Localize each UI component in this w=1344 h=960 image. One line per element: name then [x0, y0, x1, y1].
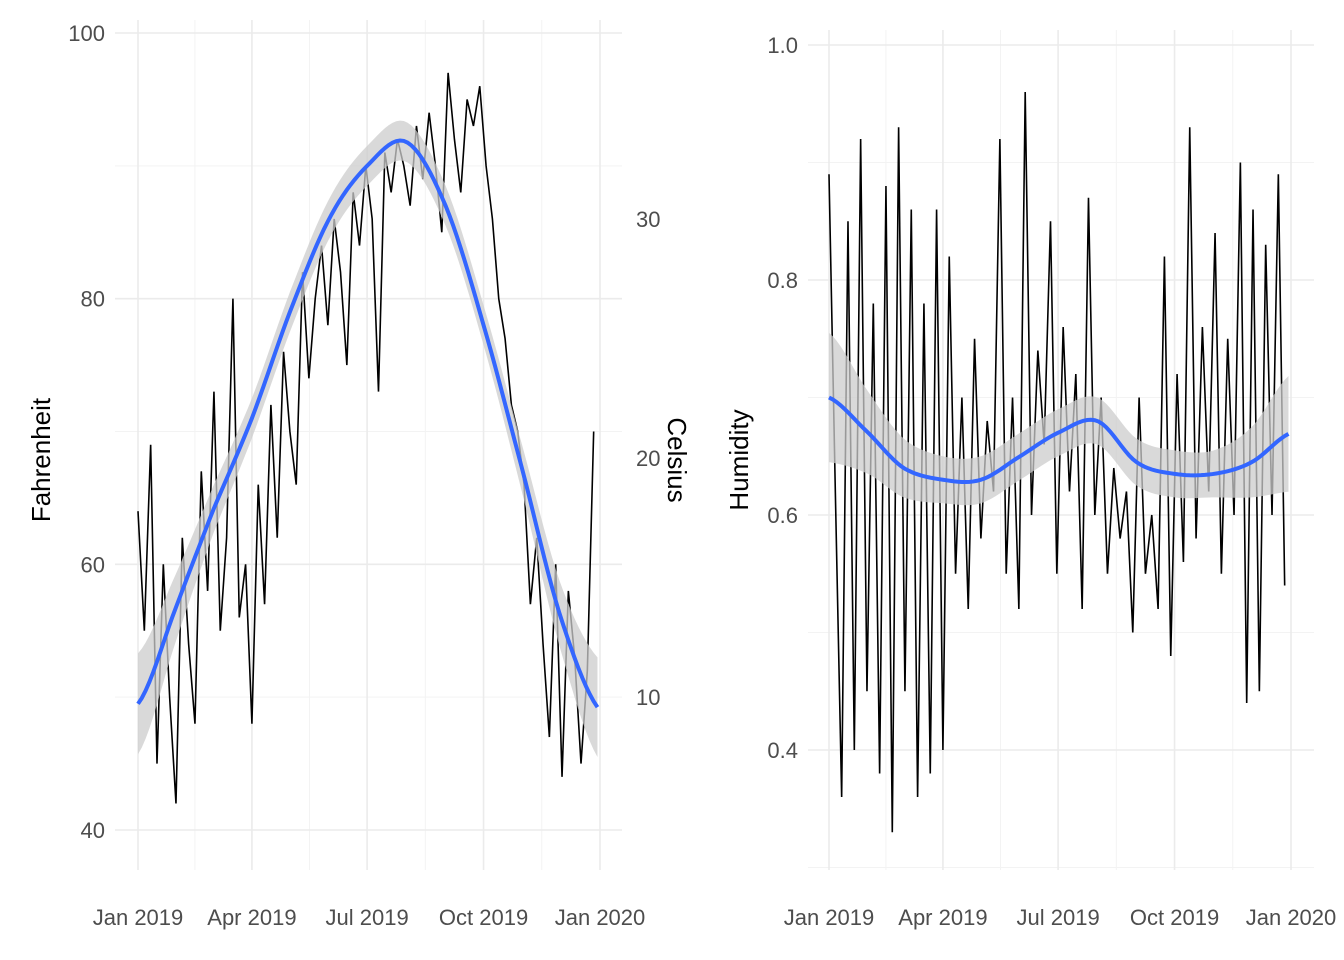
x-tick-label: Jul 2019 [326, 905, 409, 930]
humidity-panel: 0.4 0.6 0.8 1.0 Jan 2019 Apr 2019 Jul 2019 Oct … [767, 30, 1336, 930]
x-tick-label: Jan 2019 [784, 905, 875, 930]
y-tick-label: 80 [81, 287, 105, 312]
secondary-y-tick-label: 20 [636, 446, 660, 471]
x-tick-label: Jul 2019 [1017, 905, 1100, 930]
y-axis-title-fahrenheit: Fahrenheit [26, 397, 56, 522]
x-tick-label: Apr 2019 [898, 905, 987, 930]
x-tick-label: Jan 2019 [93, 905, 184, 930]
y-axis-title-celsius: Celsius [662, 417, 692, 502]
x-tick-label: Oct 2019 [439, 905, 528, 930]
y-tick-label: 0.8 [767, 268, 798, 293]
y-tick-label: 0.6 [767, 503, 798, 528]
smooth-trend-line [828, 395, 1290, 485]
y-tick-label: 40 [81, 818, 105, 843]
x-tick-label: Jan 2020 [555, 905, 646, 930]
x-tick-label: Oct 2019 [1130, 905, 1219, 930]
y-tick-label: 100 [68, 21, 105, 46]
y-tick-label: 0.4 [767, 738, 798, 763]
x-tick-label: Jan 2020 [1246, 905, 1337, 930]
y-axis-title-humidity: Humidity [724, 409, 754, 510]
confidence-band [829, 332, 1289, 506]
secondary-y-tick-label: 30 [636, 207, 660, 232]
y-tick-label: 1.0 [767, 33, 798, 58]
secondary-y-tick-label: 10 [636, 685, 660, 710]
smooth-trend-line [136, 138, 600, 709]
x-tick-label: Apr 2019 [207, 905, 296, 930]
temperature-panel: 40 60 80 100 Jan 2019 Apr 2019 Jul 2019 Oct 201… [68, 20, 660, 930]
y-tick-label: 60 [81, 552, 105, 577]
